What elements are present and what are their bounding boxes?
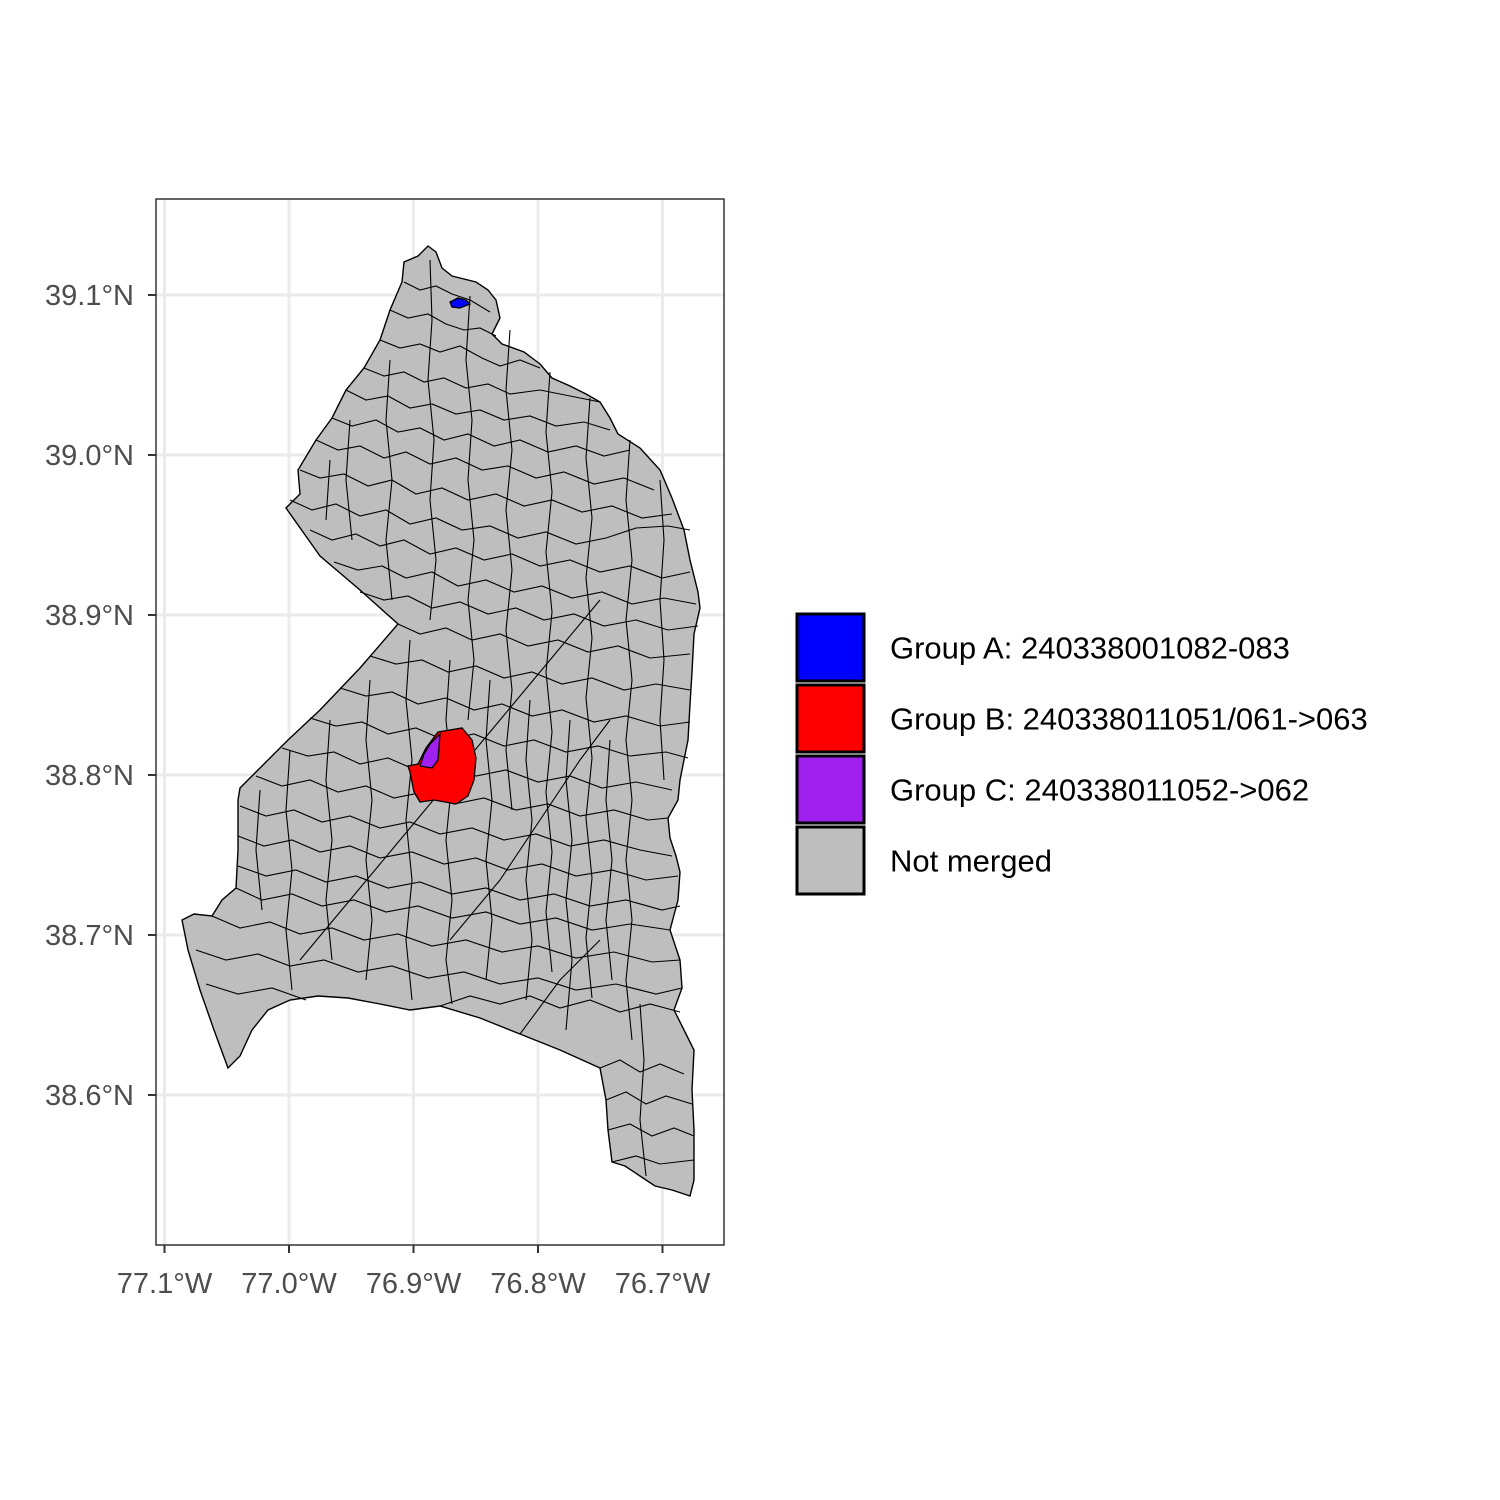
- y-tick-label: 38.6°N: [45, 1080, 134, 1112]
- y-tick-label: 38.8°N: [45, 760, 134, 792]
- panel-border: [155, 198, 725, 1246]
- legend: Group A: 240338001082-083 Group B: 240338…: [795, 612, 1368, 896]
- legend-swatch-group-b: [795, 683, 866, 754]
- y-tick-label: 39.1°N: [45, 280, 134, 312]
- y-tick-label: 38.7°N: [45, 920, 134, 952]
- legend-swatch-group-c: [795, 754, 866, 825]
- y-axis: 39.1°N 39.0°N 38.9°N 38.8°N 38.7°N 38.6°N: [45, 280, 156, 1112]
- legend-swatch-not-merged: [795, 825, 866, 896]
- legend-label-group-a: Group A: 240338001082-083: [890, 631, 1290, 666]
- legend-label-group-b: Group B: 240338011051/061->063: [890, 702, 1368, 737]
- x-tick-label: 76.8°W: [490, 1268, 586, 1300]
- county-outline-not-merged: [181, 245, 701, 1197]
- x-tick-label: 77.0°W: [241, 1268, 337, 1300]
- x-tick-label: 76.9°W: [366, 1268, 462, 1300]
- region-group-a: [449, 297, 472, 309]
- region-group-b: [407, 727, 477, 805]
- y-tick-label: 38.9°N: [45, 600, 134, 632]
- x-tick-label: 77.1°W: [117, 1268, 213, 1300]
- region-group-c: [419, 732, 441, 769]
- y-tick-label: 39.0°N: [45, 440, 134, 472]
- x-axis: 77.1°W 77.0°W 76.9°W 76.8°W 76.7°W: [117, 1245, 711, 1300]
- legend-label-group-c: Group C: 240338011052->062: [890, 773, 1309, 808]
- map-geometry: [181, 245, 701, 1197]
- x-tick-label: 76.7°W: [615, 1268, 711, 1300]
- legend-swatch-group-a: [795, 612, 866, 683]
- legend-label-not-merged: Not merged: [890, 844, 1052, 879]
